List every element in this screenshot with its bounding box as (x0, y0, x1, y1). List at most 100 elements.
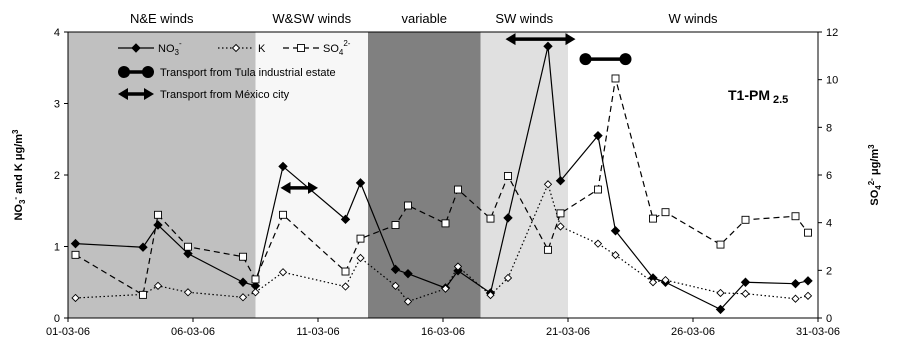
point-so4-22 (741, 215, 750, 224)
point-so4-8 (356, 234, 365, 243)
point-so4-11 (441, 219, 450, 228)
point-so4-13 (486, 214, 495, 223)
band-label-2: variable (401, 11, 447, 26)
x-tick-label-4: 21-03-06 (546, 326, 590, 338)
transport-arrow-0 (280, 181, 318, 194)
point-k-15 (543, 180, 553, 189)
point-k-11 (441, 284, 450, 293)
x-tick-label-5: 26-03-06 (671, 326, 715, 338)
point-k-16 (556, 222, 565, 231)
point-so4-17 (594, 185, 602, 194)
point-k-19 (648, 278, 658, 287)
y-left-tick-label-2: 2 (54, 170, 60, 182)
point-k-7 (341, 282, 350, 291)
y-right-tick-label-3: 6 (826, 170, 832, 182)
point-k-12 (453, 262, 463, 271)
point-so4-15 (544, 245, 552, 254)
legend: NO3- K SO42- Transport from Tula industrial… (118, 39, 351, 101)
point-no3-15 (543, 41, 553, 52)
transport-annotations (280, 33, 632, 194)
x-tick-label-6: 31-03-06 (796, 326, 840, 338)
series-k (71, 180, 813, 306)
point-k-4 (238, 293, 248, 302)
y-right-axis-title: SO42- μg/m3 (867, 144, 883, 206)
y-left-tick-label-3: 3 (54, 99, 60, 111)
point-no3-0 (70, 238, 81, 249)
band-3 (480, 32, 568, 318)
point-k-21 (716, 288, 725, 298)
point-so4-6 (279, 210, 287, 219)
legend-marker-so4 (297, 44, 305, 52)
series-layer (70, 41, 813, 315)
point-k-18 (611, 250, 620, 260)
x-tick-label-0: 01-03-06 (46, 326, 90, 338)
point-k-24 (803, 291, 813, 300)
point-k-2 (153, 281, 163, 290)
point-k-9 (391, 281, 400, 290)
legend-symbol-label-0: Transport from Tula industrial estate (160, 67, 336, 79)
point-so4-3 (184, 242, 192, 251)
point-so4-4 (239, 252, 247, 261)
legend-label-no3: NO3- (158, 39, 182, 57)
point-so4-23 (791, 212, 800, 221)
band-label-3: SW winds (495, 11, 553, 26)
point-so4-18 (611, 74, 620, 83)
y-right-tick-label-0: 0 (826, 313, 832, 325)
band-label-0: N&E winds (130, 11, 194, 26)
point-so4-5 (251, 275, 260, 284)
point-no3-10 (403, 268, 413, 279)
point-no3-24 (803, 276, 813, 286)
legend-symbol-entry-1: Transport from México city (118, 88, 290, 101)
y-right-tick-label-4: 8 (826, 122, 832, 134)
panel-label: T1-PM 2.5 (728, 87, 788, 106)
y-left-tick-label-0: 0 (54, 313, 60, 325)
y-left-axis-title: NO3- and K μg/m3 (11, 129, 27, 221)
legend-label-so4: SO42- (323, 39, 351, 57)
legend-symbol-entry-0: Transport from Tula industrial estate (118, 66, 336, 79)
band-label-1: W&SW winds (272, 11, 351, 26)
point-no3-16 (555, 176, 566, 186)
legend-dumbbell (118, 66, 154, 78)
point-so4-9 (391, 221, 400, 230)
wind-regime-bands (68, 32, 818, 318)
point-k-14 (503, 273, 513, 283)
point-no3-18 (610, 226, 621, 236)
point-so4-1 (139, 290, 147, 299)
point-so4-14 (504, 172, 512, 180)
point-no3-21 (715, 304, 726, 315)
point-no3-6 (278, 161, 288, 172)
point-so4-0 (71, 250, 80, 259)
point-k-10 (403, 297, 413, 306)
y-left-tick-label-1: 1 (54, 242, 60, 254)
point-no3-7 (340, 214, 351, 225)
legend-entry-k: K (218, 43, 266, 55)
point-so4-12 (454, 185, 462, 194)
transport-arrow-1 (505, 33, 576, 46)
point-k-23 (791, 294, 800, 303)
point-no3-8 (355, 178, 366, 188)
point-no3-1 (138, 242, 148, 252)
point-k-20 (661, 275, 670, 285)
transport-dumbbell-2 (579, 53, 632, 66)
point-no3-4 (238, 277, 248, 287)
point-k-22 (741, 289, 750, 298)
point-k-5 (251, 288, 260, 297)
legend-double-arrow (118, 88, 154, 100)
x-tick-label-2: 11-03-06 (296, 326, 339, 338)
point-so4-10 (404, 201, 412, 210)
y-left-tick-label-4: 4 (54, 27, 60, 39)
y-right-tick-label-2: 4 (826, 218, 832, 230)
x-tick-label-1: 06-03-06 (171, 326, 215, 338)
series-so4 (71, 74, 812, 299)
y-right-tick-label-5: 10 (826, 75, 838, 87)
point-k-17 (593, 239, 603, 248)
point-so4-7 (341, 267, 350, 276)
point-no3-23 (790, 278, 801, 289)
y-right-tick-label-6: 12 (826, 27, 838, 39)
band-label-4: W winds (668, 11, 718, 26)
point-k-6 (278, 268, 288, 277)
point-so4-20 (661, 208, 670, 217)
point-no3-14 (503, 213, 513, 223)
point-so4-21 (716, 240, 725, 249)
